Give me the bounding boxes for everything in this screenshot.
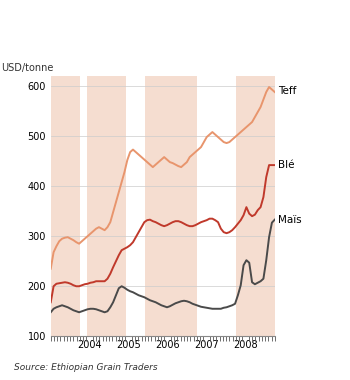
Text: Teff: Teff xyxy=(278,86,297,96)
Text: USD/tonne: USD/tonne xyxy=(1,63,54,73)
Text: Éthiopie: Éthiopie xyxy=(14,34,60,46)
Text: Figure 7.: Figure 7. xyxy=(14,5,70,15)
Bar xyxy=(86,76,126,336)
Text: Prix de certaines céréales à Addis-Abeba,: Prix de certaines céréales à Addis-Abeba… xyxy=(75,5,310,15)
Text: Source: Ethiopian Grain Traders: Source: Ethiopian Grain Traders xyxy=(14,363,158,372)
Bar xyxy=(236,76,275,336)
Bar xyxy=(145,76,197,336)
Bar xyxy=(51,76,80,336)
Text: Maïs: Maïs xyxy=(278,215,302,225)
Text: Blé: Blé xyxy=(278,160,295,170)
